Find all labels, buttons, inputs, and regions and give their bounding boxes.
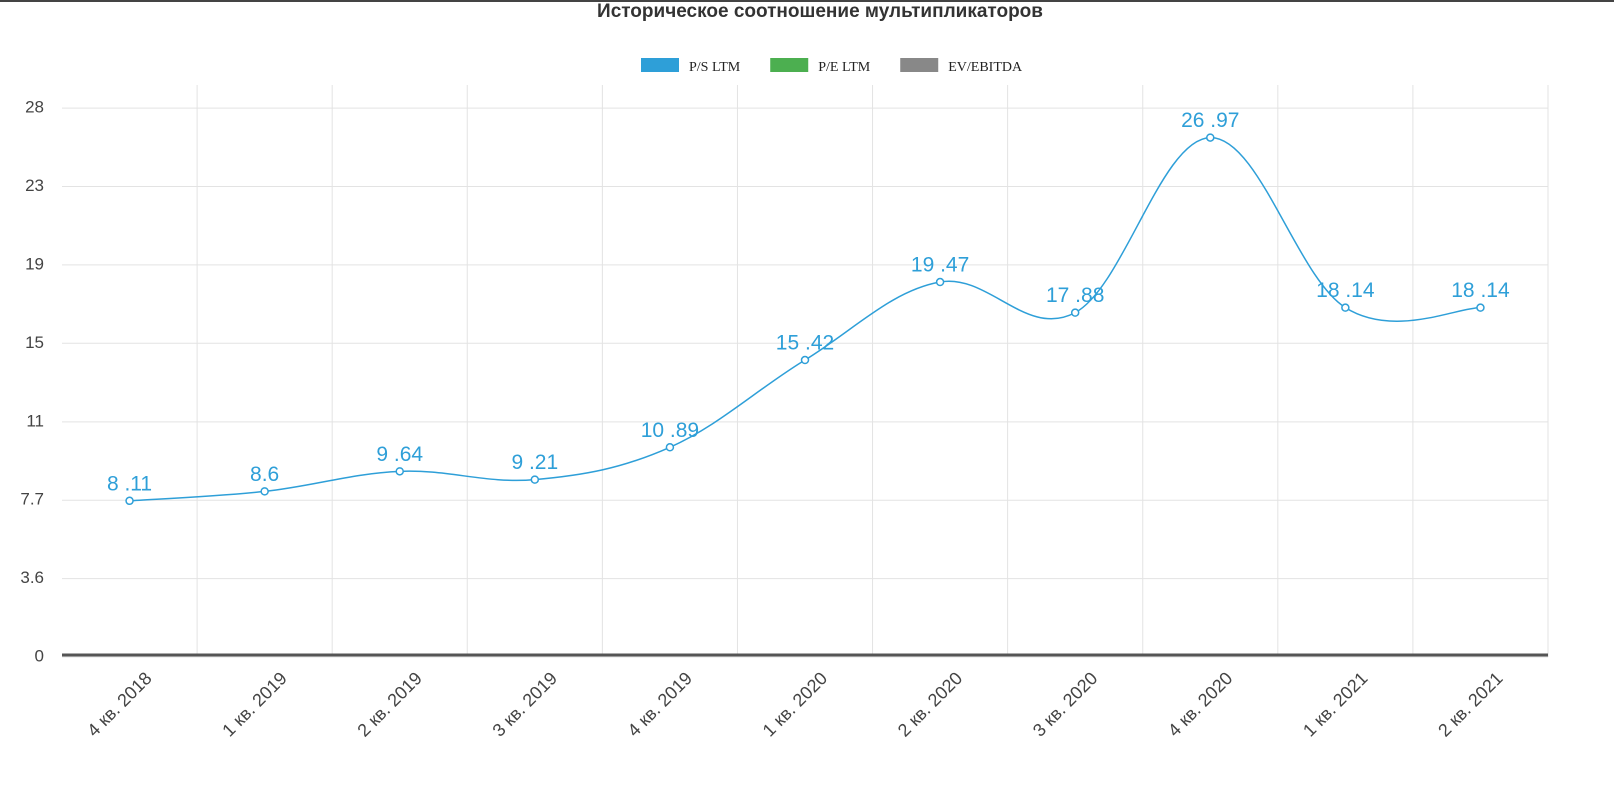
data-point: [395, 467, 404, 476]
y-tick-label: 23: [25, 176, 44, 195]
x-tick-label: 1 кв. 2020: [759, 668, 831, 740]
data-label: 17 .88: [1046, 284, 1104, 307]
data-label: 18 .14: [1316, 279, 1375, 302]
data-label: 18 .14: [1451, 279, 1510, 302]
data-label: 9 .64: [376, 443, 423, 466]
legend-swatch: [641, 58, 679, 72]
x-tick-label: 3 кв. 2020: [1029, 668, 1101, 740]
data-point: [260, 487, 269, 496]
data-label: 10 .89: [641, 419, 699, 442]
legend-swatch: [900, 58, 939, 72]
chart-title: Историческое соотношение мультипликаторо…: [597, 1, 1043, 22]
data-point: [1070, 308, 1080, 317]
data-point: [665, 443, 675, 452]
y-tick-label: 15: [25, 333, 44, 352]
y-tick-label: 3.6: [20, 568, 44, 587]
x-tick-label: 4 кв. 2020: [1164, 668, 1236, 740]
y-tick-label: 28: [25, 98, 44, 117]
data-point: [125, 496, 134, 506]
x-tick-label: 2 кв. 2020: [894, 668, 966, 740]
data-point: [1341, 303, 1350, 312]
data-label: 8 .11: [107, 472, 152, 495]
legend-label: P/E LTM: [818, 60, 871, 75]
data-point: [935, 277, 945, 287]
x-tick-label: 3 кв. 2019: [489, 668, 561, 740]
data-point: [1476, 303, 1485, 312]
x-tick-label: 1 кв. 2019: [218, 668, 290, 740]
x-tick-label: 4 кв. 2019: [624, 668, 696, 740]
legend-label: EV/EBITDA: [948, 60, 1023, 75]
data-point: [530, 475, 540, 484]
legend-swatch: [770, 58, 809, 72]
data-point: [1206, 133, 1215, 142]
data-label: 9 .21: [511, 451, 558, 474]
data-label: 8.6: [250, 463, 279, 486]
legend-label: P/S LTM: [689, 60, 741, 75]
y-tick-label: 0: [35, 646, 44, 665]
data-label: 26 .97: [1181, 109, 1239, 132]
data-label: 19 .47: [911, 254, 969, 277]
x-tick-label: 4 кв. 2018: [83, 668, 155, 740]
y-tick-label: 7.7: [20, 490, 44, 509]
data-label: 15 .42: [776, 332, 834, 355]
y-tick-label: 19: [25, 254, 44, 273]
y-tick-label: 11: [26, 411, 44, 430]
data-point: [800, 355, 810, 365]
x-tick-label: 1 кв. 2021: [1299, 668, 1371, 740]
x-tick-label: 2 кв. 2021: [1434, 668, 1506, 740]
x-tick-label: 2 кв. 2019: [353, 668, 425, 740]
series-line: [129, 136, 1481, 502]
